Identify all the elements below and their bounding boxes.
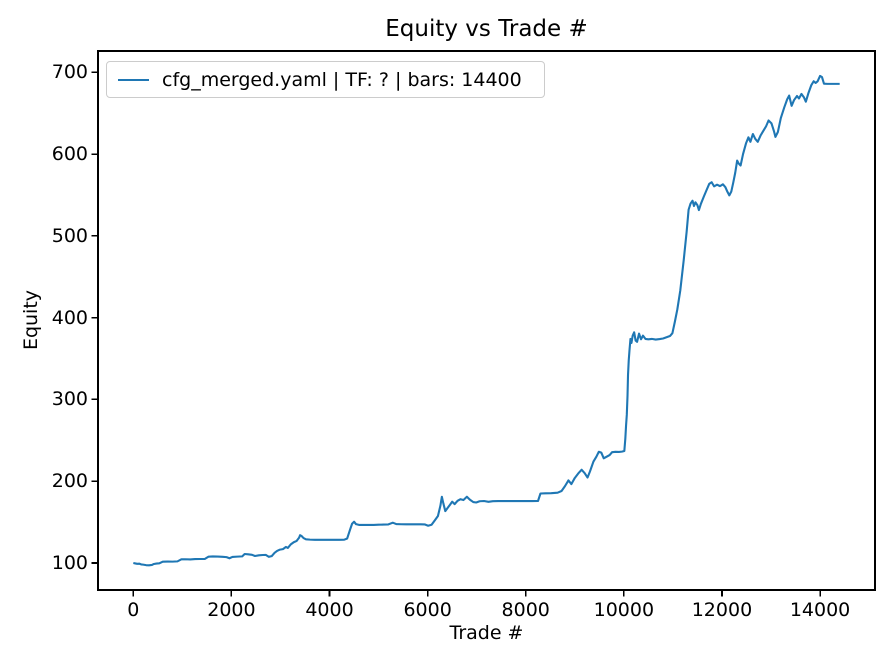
- y-tick-label: 600: [51, 143, 88, 166]
- y-tick-label: 500: [51, 224, 88, 247]
- legend-line-sample: [118, 78, 149, 81]
- y-tick-label: 400: [51, 306, 88, 329]
- x-tick-label: 6000: [403, 599, 452, 621]
- chart-title: Equity vs Trade #: [385, 16, 588, 42]
- x-tick-label: 2000: [207, 599, 256, 621]
- y-tick-label: 200: [51, 470, 88, 493]
- x-tick-label: 10000: [593, 599, 655, 621]
- axes-spines: [97, 50, 876, 591]
- legend: cfg_merged.yaml | TF: ? | bars: 14400: [106, 61, 545, 98]
- x-tick-label: 0: [127, 599, 140, 621]
- x-tick-label: 12000: [691, 599, 753, 621]
- x-axis-label: Trade #: [449, 622, 524, 644]
- x-tick-label: 8000: [501, 599, 550, 621]
- x-tick-label: 14000: [789, 599, 851, 621]
- y-tick-label: 100: [51, 552, 88, 574]
- y-tick-label: 700: [51, 61, 88, 84]
- legend-entry-label: cfg_merged.yaml | TF: ? | bars: 14400: [162, 68, 522, 91]
- y-tick-label: 300: [51, 388, 88, 411]
- x-tick-label: 4000: [305, 599, 354, 621]
- equity-line: [133, 74, 840, 567]
